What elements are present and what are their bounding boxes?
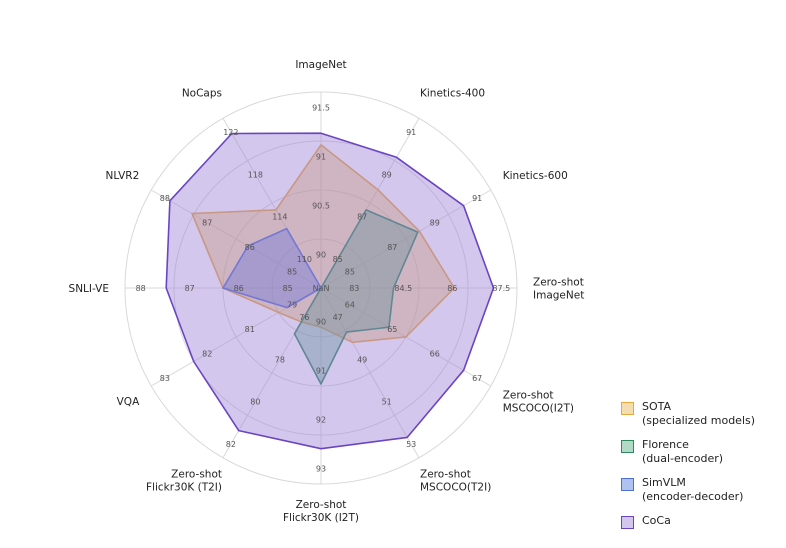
legend-label: SimVLM (encoder-decoder) bbox=[642, 476, 744, 503]
legend-item: SOTA (specialized models) bbox=[621, 400, 781, 428]
tick-label: 65 bbox=[387, 325, 397, 334]
axis-label-2: Kinetics-400 bbox=[420, 87, 485, 99]
tick-label: 82 bbox=[202, 350, 212, 359]
spoke-3 bbox=[320, 189, 491, 289]
tick-label: 67 bbox=[472, 374, 482, 383]
axis-label-6: Zero-shot MSCOCO(T2I) bbox=[420, 469, 491, 494]
tick-label: 64 bbox=[345, 301, 355, 310]
tick-label: 84.5 bbox=[394, 284, 412, 293]
spoke-6 bbox=[320, 287, 420, 458]
tick-label: 51 bbox=[382, 398, 392, 407]
tick-label: 76 bbox=[299, 313, 309, 322]
legend-swatch bbox=[621, 478, 634, 491]
tick-label: 89 bbox=[430, 218, 440, 227]
tick-label: 110 bbox=[297, 255, 312, 264]
axis-labels: ImageNet Kinetics-400 Kinetics-600 Zero-sho… bbox=[69, 59, 585, 524]
tick-label: 49 bbox=[357, 355, 367, 364]
legend-swatch bbox=[621, 440, 634, 453]
tick-label: 114 bbox=[272, 213, 287, 222]
tick-label: 78 bbox=[275, 355, 285, 364]
tick-label: 83 bbox=[349, 284, 359, 293]
legend-item: CoCa bbox=[621, 514, 781, 529]
legend-item: SimVLM (encoder-decoder) bbox=[621, 476, 781, 504]
tick-label: 90.5 bbox=[312, 202, 330, 211]
legend-swatch bbox=[621, 402, 634, 415]
legend: SOTA (specialized models) Florence (dual-en… bbox=[621, 400, 781, 539]
tick-label: 80 bbox=[250, 398, 260, 407]
legend-label: Florence (dual-encoder) bbox=[642, 438, 724, 465]
tick-label: 83 bbox=[160, 374, 170, 383]
tick-label: 86 bbox=[447, 284, 457, 293]
axis-label-9: VQA bbox=[117, 396, 140, 408]
tick-label: 93 bbox=[316, 464, 326, 473]
tick-label: 92 bbox=[316, 415, 326, 424]
tick-label: 86 bbox=[245, 243, 255, 252]
tick-label: 122 bbox=[223, 128, 238, 137]
center-label: NaN bbox=[313, 284, 330, 293]
tick-label: 88 bbox=[160, 194, 170, 203]
series-simvlm-polygon bbox=[222, 227, 322, 309]
tick-label: 79 bbox=[287, 301, 297, 310]
legend-label: CoCa bbox=[642, 514, 671, 527]
axis-label-5: Zero-shot MSCOCO(I2T) bbox=[503, 390, 574, 415]
tick-label: 91 bbox=[316, 153, 326, 162]
tick-label: 118 bbox=[248, 170, 263, 179]
axis-label-12: NoCaps bbox=[182, 87, 222, 99]
series-layer bbox=[165, 132, 495, 450]
spoke-11 bbox=[151, 189, 322, 289]
legend-label: SOTA (specialized models) bbox=[642, 400, 756, 427]
series-florence-polygon bbox=[293, 209, 419, 385]
tick-label: 47 bbox=[333, 313, 343, 322]
tick-label: 91 bbox=[406, 128, 416, 137]
tick-label: 86 bbox=[234, 284, 244, 293]
legend-swatch bbox=[621, 516, 634, 529]
tick-label: 53 bbox=[406, 440, 416, 449]
tick-label: 91 bbox=[316, 366, 326, 375]
tick-label: 91.5 bbox=[312, 104, 330, 113]
tick-label: 85 bbox=[287, 267, 297, 276]
tick-label: 66 bbox=[430, 350, 440, 359]
tick-label: 87 bbox=[357, 213, 367, 222]
tick-labels: 90 90.5 91 91.5 85 87 89 91 85 87 89 91 83 84.5 86 87.5… bbox=[136, 104, 511, 474]
tick-label: 87 bbox=[387, 243, 397, 252]
tick-label: 89 bbox=[382, 170, 392, 179]
tick-label: 81 bbox=[245, 325, 255, 334]
legend-item: Florence (dual-encoder) bbox=[621, 438, 781, 466]
tick-label: 91 bbox=[472, 194, 482, 203]
axis-label-11: NLVR2 bbox=[106, 170, 140, 182]
tick-label: 85 bbox=[333, 255, 343, 264]
tick-label: 88 bbox=[136, 284, 146, 293]
axis-label-7: Zero-shot Flickr30K (I2T) bbox=[283, 499, 359, 524]
axis-label-4: Zero-shot ImageNet bbox=[533, 277, 584, 302]
tick-label: 87 bbox=[185, 284, 195, 293]
axis-label-8: Zero-shot Flickr30K (T2I) bbox=[146, 469, 222, 494]
series-coca-polygon bbox=[165, 132, 495, 450]
tick-label: 85 bbox=[283, 284, 293, 293]
tick-label: 90 bbox=[316, 317, 326, 326]
tick-label: 90 bbox=[316, 251, 326, 260]
tick-label: 87 bbox=[202, 218, 212, 227]
axis-label-3: Kinetics-600 bbox=[503, 170, 568, 182]
axis-label-10: SNLI-VE bbox=[69, 283, 109, 295]
series-sota-polygon bbox=[191, 144, 456, 344]
tick-label: 85 bbox=[345, 267, 355, 276]
axis-label-1: ImageNet bbox=[295, 59, 346, 71]
tick-label: 87.5 bbox=[492, 284, 510, 293]
tick-label: 82 bbox=[226, 440, 236, 449]
